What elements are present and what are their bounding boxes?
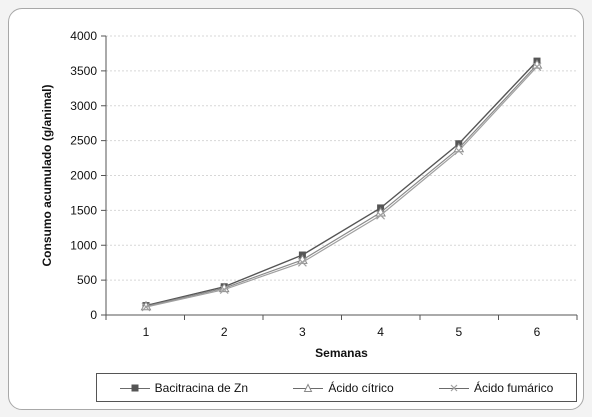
series-line — [145, 60, 538, 307]
data-point — [141, 302, 151, 312]
square-marker-icon — [119, 382, 150, 394]
y-tick-label: 0 — [90, 308, 97, 322]
x-marker-stroke — [454, 146, 464, 156]
data-point — [140, 300, 152, 311]
x-tick-label: 3 — [299, 325, 306, 339]
legend-label-bacitracina: Bacitracina de Zn — [154, 380, 249, 395]
legend-item-acido-citrico: Ácido cítrico — [293, 380, 394, 395]
x-tick-label: 2 — [221, 325, 228, 339]
series-1 — [142, 57, 541, 310]
y-tick-label: 2000 — [70, 169, 97, 183]
chart-frame — [8, 8, 584, 410]
series-line — [145, 66, 538, 308]
x-marker-stroke — [297, 257, 307, 267]
x-marker-icon — [438, 382, 469, 394]
gridlines — [106, 35, 577, 281]
series-layer — [140, 57, 543, 312]
triangle-marker-icon — [293, 382, 324, 394]
series-3 — [141, 62, 542, 312]
tick-labels: 0 500 1000 1500 2000 2500 3000 3500 4000 1 2 3 4 5 6 — [70, 29, 540, 339]
x-marker-stroke — [219, 285, 229, 294]
x-tick-label: 6 — [534, 325, 541, 339]
x-marker-stroke — [141, 302, 151, 312]
x-marker-stroke — [532, 62, 542, 72]
x-tick-label: 4 — [377, 325, 384, 339]
x-marker-stroke — [376, 210, 386, 220]
y-axis-title: Consumo acumulado (g/animal) — [40, 84, 54, 266]
x-tick-label: 5 — [455, 325, 462, 339]
series-line — [145, 64, 538, 307]
x-axis-title: Semanas — [315, 346, 368, 360]
x-tick-label: 1 — [143, 325, 150, 339]
data-point — [297, 257, 307, 267]
y-tick-label: 3000 — [70, 99, 97, 113]
data-point — [376, 210, 386, 220]
legend-item-bacitracina: Bacitracina de Zn — [119, 380, 249, 395]
axes — [101, 35, 578, 320]
y-tick-label: 1000 — [70, 238, 97, 252]
legend-item-acido-fumarico: Ácido fumárico — [438, 380, 554, 395]
data-point — [532, 62, 542, 72]
y-tick-label: 500 — [77, 273, 97, 287]
series-2 — [140, 59, 543, 311]
y-tick-label: 2500 — [70, 134, 97, 148]
legend-label-acido-fumarico: Ácido fumárico — [473, 380, 554, 395]
data-point — [219, 285, 229, 294]
y-tick-label: 4000 — [70, 29, 97, 43]
legend: Bacitracina de Zn Ácido cítrico Ácido fu… — [96, 373, 577, 402]
y-tick-label: 3500 — [70, 64, 97, 78]
data-point — [454, 146, 464, 156]
y-tick-label: 1500 — [70, 203, 97, 217]
legend-label-acido-citrico: Ácido cítrico — [328, 380, 394, 395]
